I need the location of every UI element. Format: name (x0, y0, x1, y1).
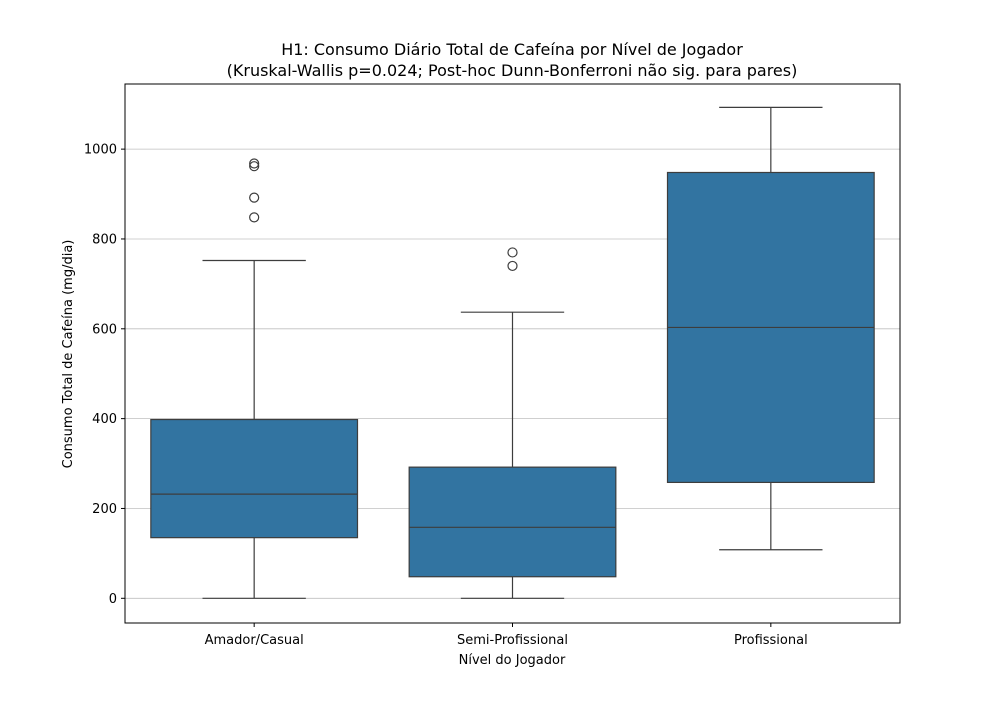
axis-ticks: 0 200 400 600 800 1000 Amador/Casual Semi-Profi… (84, 143, 808, 648)
y-tick-label: 800 (92, 232, 117, 247)
x-tick-label: Amador/Casual (205, 633, 304, 648)
box-group (408, 247, 617, 599)
iqr-box (408, 466, 617, 578)
outlier-point (507, 247, 518, 258)
y-tick-label: 200 (92, 502, 117, 517)
outlier-point (507, 260, 518, 272)
y-tick-label: 1000 (84, 143, 117, 158)
y-tick-label: 400 (92, 412, 117, 427)
chart-subtitle: (Kruskal-Wallis p=0.024; Post-hoc Dunn-B… (227, 61, 798, 80)
x-tick-label: Profissional (734, 633, 808, 648)
outlier-point (249, 192, 260, 203)
outlier-point (249, 161, 260, 172)
chart-title: H1: Consumo Diário Total de Cafeína por … (281, 40, 743, 59)
x-tick-label: Semi-Profissional (457, 633, 568, 648)
y-tick-label: 0 (109, 592, 117, 607)
x-axis-label: Nível do Jogador (459, 653, 566, 668)
y-axis-label: Consumo Total de Cafeína (mg/dia) (61, 240, 76, 469)
iqr-box (150, 418, 359, 539)
y-tick-label: 600 (92, 322, 117, 337)
boxes (150, 106, 875, 599)
box-group (666, 106, 875, 551)
box-group (150, 158, 359, 599)
outlier-point (249, 212, 260, 223)
outlier-point (249, 158, 260, 169)
